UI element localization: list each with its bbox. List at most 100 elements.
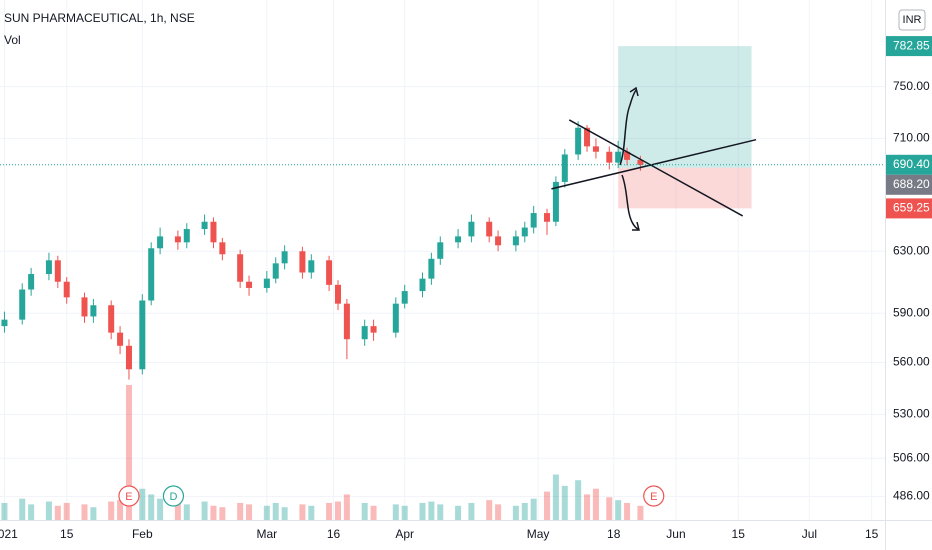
x-tick-label: Jun bbox=[666, 527, 685, 541]
volume-bar bbox=[468, 502, 475, 520]
y-tick-label: 630.00 bbox=[893, 243, 930, 257]
price-label: 688.20 bbox=[893, 177, 930, 191]
candle-body bbox=[361, 326, 368, 340]
volume-bar bbox=[201, 501, 208, 520]
candle-body bbox=[334, 284, 341, 304]
candle-body bbox=[125, 345, 132, 370]
volume-bar bbox=[157, 498, 164, 520]
y-tick-label: 710.00 bbox=[893, 131, 930, 145]
x-tick-label: Jul bbox=[802, 527, 817, 541]
candle-body bbox=[428, 258, 435, 279]
volume-bar bbox=[174, 502, 181, 520]
candle-body bbox=[237, 254, 244, 282]
x-tick-label: May bbox=[527, 527, 550, 541]
candle-body bbox=[272, 263, 279, 279]
volume-bar bbox=[263, 505, 270, 520]
candle-body bbox=[624, 151, 631, 160]
volume-bar bbox=[361, 502, 368, 520]
candle-body bbox=[308, 260, 315, 273]
volume-bar bbox=[219, 507, 226, 520]
stop-zone bbox=[618, 167, 752, 209]
volume-bar bbox=[90, 507, 97, 520]
volume-bar bbox=[486, 500, 493, 520]
trend-line bbox=[551, 138, 757, 190]
volume-bar bbox=[19, 498, 26, 520]
volume-bar bbox=[237, 502, 244, 520]
candle-body bbox=[263, 278, 270, 288]
candle-body bbox=[584, 127, 591, 147]
y-tick-label: 590.00 bbox=[893, 305, 930, 319]
currency[interactable]: INR bbox=[903, 14, 922, 26]
candle-body bbox=[419, 278, 426, 292]
y-tick-label: 560.00 bbox=[893, 355, 930, 369]
volume-bar bbox=[125, 385, 132, 520]
volume-bar bbox=[334, 501, 341, 520]
candle-body bbox=[575, 127, 582, 155]
volume-bar bbox=[108, 501, 115, 520]
candle-body bbox=[246, 281, 253, 288]
chart-title: SUN PHARMACEUTICAL, 1h, NSE bbox=[4, 11, 195, 25]
candle-body bbox=[81, 297, 88, 317]
candle-body bbox=[512, 236, 519, 246]
volume-bar bbox=[428, 501, 435, 520]
candle-body bbox=[108, 305, 115, 333]
volume-bar bbox=[392, 504, 399, 520]
volume-bar bbox=[117, 500, 124, 520]
y-tick-label: 750.00 bbox=[893, 79, 930, 93]
volume-bar bbox=[401, 505, 408, 520]
volume-bar bbox=[148, 494, 155, 520]
volume-bar bbox=[575, 480, 582, 520]
price-label-box bbox=[886, 154, 932, 175]
candle-body bbox=[521, 227, 528, 237]
candle-body bbox=[281, 251, 288, 264]
x-tick-label: Feb bbox=[132, 527, 153, 541]
candle-body bbox=[326, 260, 333, 285]
volume-bar bbox=[637, 505, 644, 520]
y-tick-label: 486.00 bbox=[893, 489, 930, 503]
volume-bar bbox=[592, 488, 599, 520]
volume-bar bbox=[419, 502, 426, 520]
volume-bar bbox=[512, 505, 519, 520]
price-label-box bbox=[886, 198, 932, 219]
candle-body bbox=[401, 291, 408, 304]
candle-body bbox=[552, 181, 559, 222]
volume-bar bbox=[45, 501, 52, 520]
candle-body bbox=[63, 281, 70, 298]
candle-body bbox=[592, 146, 599, 152]
volume-bar bbox=[1, 502, 8, 520]
candle-body bbox=[370, 326, 377, 333]
candle-body bbox=[561, 154, 568, 182]
candle-body bbox=[392, 303, 399, 333]
event-label: D bbox=[169, 491, 177, 503]
volume-bar bbox=[455, 505, 462, 520]
volume-bar bbox=[606, 497, 613, 520]
volume-bar bbox=[561, 485, 568, 520]
volume-bar bbox=[370, 505, 377, 520]
candle-body bbox=[455, 236, 462, 243]
event-marker bbox=[643, 485, 665, 507]
candle-body bbox=[495, 236, 502, 246]
target-zone bbox=[618, 46, 752, 168]
candle-body bbox=[530, 213, 537, 228]
price-label: 782.85 bbox=[893, 38, 930, 52]
candle-body bbox=[174, 236, 181, 243]
volume-bar bbox=[521, 502, 528, 520]
event-label: E bbox=[125, 491, 132, 503]
y-tick-label: 530.00 bbox=[893, 407, 930, 421]
x-tick-label: 15 bbox=[865, 527, 879, 541]
candle-body bbox=[201, 221, 208, 230]
volume-bar bbox=[584, 494, 591, 520]
volume-bar bbox=[343, 494, 350, 520]
volume-bar bbox=[544, 491, 551, 520]
y-tick-label: 506.00 bbox=[893, 450, 930, 464]
candle-body bbox=[437, 242, 444, 259]
currency-box[interactable] bbox=[898, 9, 926, 31]
price-label: 659.25 bbox=[893, 201, 930, 215]
volume-bar bbox=[210, 505, 217, 520]
event-label: E bbox=[650, 491, 657, 503]
volume-bar bbox=[552, 474, 559, 520]
volume-bar bbox=[272, 502, 279, 520]
trend-line bbox=[568, 119, 744, 217]
